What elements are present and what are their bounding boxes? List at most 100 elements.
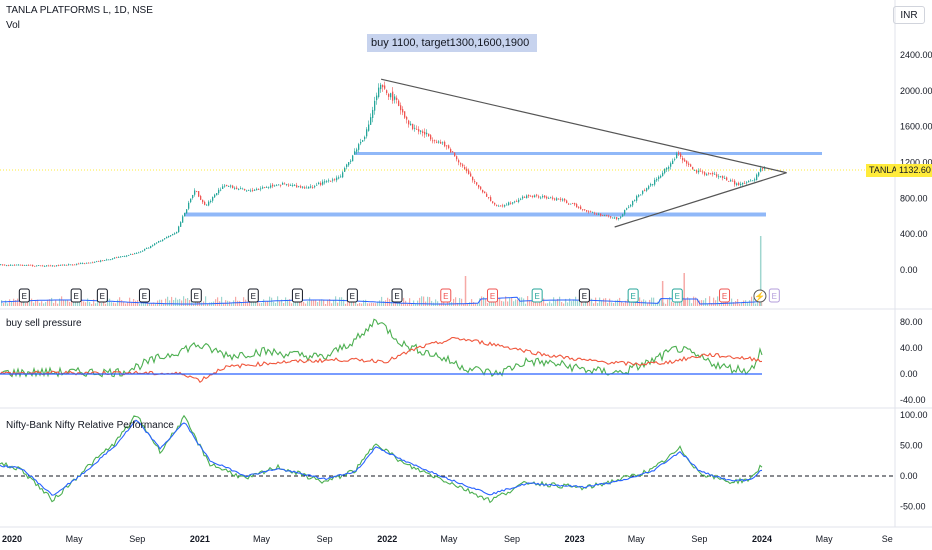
buy-sell-pressure-title[interactable]: buy sell pressure bbox=[6, 318, 82, 329]
candle-body bbox=[8, 265, 10, 267]
candle-body bbox=[196, 191, 198, 193]
candle-body bbox=[154, 243, 156, 246]
candle-body bbox=[696, 170, 698, 173]
volume-bar bbox=[495, 302, 497, 306]
volume-bar bbox=[131, 302, 133, 306]
volume-bar bbox=[601, 300, 603, 306]
candle-body bbox=[706, 174, 708, 176]
volume-bar bbox=[711, 303, 713, 306]
volume-bar bbox=[341, 297, 343, 306]
candle-body bbox=[118, 257, 120, 258]
symbol-title[interactable]: TANLA PLATFORMS L, 1D, NSE bbox=[6, 5, 153, 16]
candle-body bbox=[632, 200, 634, 206]
volume-bar bbox=[309, 297, 311, 306]
candle-body bbox=[400, 105, 402, 111]
candle-body bbox=[740, 183, 742, 185]
volume-bar bbox=[183, 296, 185, 306]
candle-body bbox=[612, 217, 614, 219]
candle-body bbox=[44, 266, 46, 267]
earnings-event-label: E bbox=[22, 292, 27, 301]
volume-bar bbox=[435, 299, 437, 306]
volume-bar bbox=[427, 296, 429, 306]
volume-bar bbox=[549, 301, 551, 306]
candle-body bbox=[2, 264, 4, 266]
volume-bar bbox=[263, 299, 265, 306]
candle-body bbox=[444, 141, 446, 147]
candle-body bbox=[534, 195, 536, 198]
volume-bar bbox=[545, 303, 547, 306]
candle-body bbox=[270, 185, 272, 188]
volume-bar bbox=[255, 300, 257, 306]
candle-body bbox=[456, 156, 458, 160]
volume-bar bbox=[167, 296, 169, 306]
earnings-event-label: E bbox=[73, 292, 78, 301]
time-tick-label: May bbox=[440, 534, 458, 544]
candle-body bbox=[284, 183, 286, 185]
volume-bar bbox=[461, 298, 463, 306]
volume-bar bbox=[243, 297, 245, 306]
relperf-fast-line bbox=[0, 414, 763, 504]
volume-bar bbox=[153, 302, 155, 306]
candle-body bbox=[652, 184, 654, 185]
candle-body bbox=[666, 167, 668, 170]
candle-body bbox=[602, 215, 604, 216]
candle-body bbox=[278, 184, 280, 186]
candle-body bbox=[162, 239, 164, 242]
candle-body bbox=[624, 210, 626, 215]
candle-body bbox=[380, 84, 382, 90]
time-tick-label: 2020 bbox=[2, 534, 22, 544]
candle-body bbox=[314, 186, 316, 188]
time-tick-label: Se bbox=[882, 534, 893, 544]
volume-spike bbox=[661, 281, 664, 306]
candle-body bbox=[742, 182, 744, 185]
candle-body bbox=[384, 85, 386, 89]
volume-bar bbox=[335, 296, 337, 306]
candle-body bbox=[564, 198, 566, 201]
volume-bar bbox=[117, 299, 119, 306]
currency-selector[interactable]: INR bbox=[893, 6, 925, 24]
candle-series bbox=[0, 81, 766, 267]
volume-bar bbox=[559, 296, 561, 306]
sell-pressure-line bbox=[0, 336, 763, 383]
relperf-tick-label: 100.00 bbox=[900, 410, 928, 420]
candle-body bbox=[256, 188, 258, 191]
candle-body bbox=[350, 160, 352, 162]
candle-body bbox=[466, 168, 468, 172]
candle-body bbox=[374, 100, 376, 111]
volume-bar bbox=[403, 297, 405, 306]
candle-body bbox=[538, 196, 540, 198]
relative-performance-title[interactable]: Nifty-Bank Nifty Relative Performance bbox=[6, 420, 174, 431]
candle-body bbox=[410, 123, 412, 126]
candle-body bbox=[356, 149, 358, 152]
volume-bar bbox=[319, 299, 321, 306]
volume-bar bbox=[533, 301, 535, 306]
candle-body bbox=[600, 213, 602, 216]
candle-body bbox=[550, 197, 552, 199]
volume-bar bbox=[369, 303, 371, 306]
volume-bar bbox=[55, 300, 57, 306]
candle-body bbox=[330, 180, 332, 182]
trade-note[interactable]: buy 1100, target1300,1600,1900 bbox=[367, 34, 537, 52]
candle-body bbox=[214, 194, 216, 198]
volume-bar bbox=[293, 300, 295, 306]
candle-body bbox=[420, 130, 422, 132]
volume-bar bbox=[751, 296, 753, 306]
volume-bar bbox=[247, 301, 249, 306]
volume-bar bbox=[701, 300, 703, 306]
volume-bar bbox=[221, 296, 223, 306]
candle-body bbox=[362, 140, 364, 142]
volume-bar bbox=[695, 297, 697, 306]
volume-bar bbox=[653, 297, 655, 306]
candle-body bbox=[588, 211, 590, 213]
candle-body bbox=[542, 196, 544, 198]
candle-body bbox=[684, 159, 686, 162]
volume-bar bbox=[283, 303, 285, 306]
buy-pressure-line bbox=[0, 318, 763, 379]
candle-body bbox=[332, 179, 334, 181]
candle-body bbox=[204, 201, 206, 205]
volume-bar bbox=[439, 303, 441, 306]
volume-bar bbox=[205, 296, 207, 306]
volume-bar bbox=[25, 303, 27, 306]
candle-body bbox=[608, 215, 610, 217]
candle-body bbox=[322, 181, 324, 185]
